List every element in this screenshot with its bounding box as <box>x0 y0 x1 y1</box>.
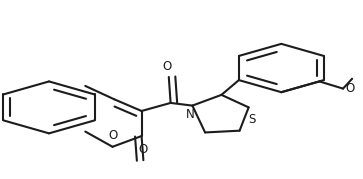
Text: O: O <box>139 143 148 156</box>
Text: N: N <box>186 108 195 121</box>
Text: O: O <box>108 129 117 142</box>
Text: O: O <box>345 82 354 95</box>
Text: S: S <box>248 113 255 126</box>
Text: O: O <box>162 60 171 73</box>
